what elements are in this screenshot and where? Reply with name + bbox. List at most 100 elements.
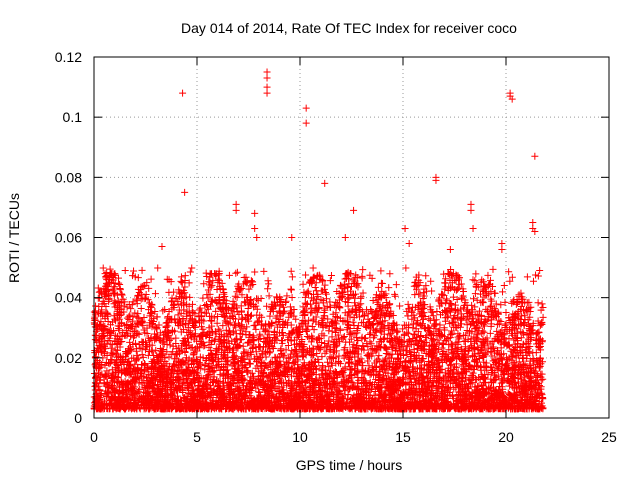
data-point bbox=[487, 302, 495, 310]
data-point bbox=[317, 287, 325, 295]
data-point bbox=[236, 336, 244, 344]
data-point bbox=[480, 328, 488, 336]
data-point bbox=[335, 296, 343, 304]
data-point bbox=[160, 340, 168, 348]
data-point bbox=[208, 296, 216, 304]
data-point bbox=[201, 309, 209, 317]
data-point bbox=[307, 309, 315, 317]
data-point bbox=[318, 353, 326, 361]
data-point bbox=[249, 332, 257, 340]
data-point bbox=[381, 355, 389, 363]
data-point bbox=[169, 363, 177, 371]
data-point bbox=[441, 279, 449, 287]
data-point bbox=[147, 334, 155, 342]
data-point bbox=[409, 363, 417, 371]
data-point bbox=[311, 283, 319, 291]
data-point bbox=[383, 345, 391, 353]
data-point bbox=[219, 297, 227, 305]
data-point bbox=[493, 321, 501, 329]
data-point bbox=[534, 329, 542, 337]
data-point bbox=[415, 393, 423, 401]
data-point bbox=[322, 288, 330, 296]
data-point bbox=[497, 355, 505, 363]
data-point bbox=[296, 341, 304, 349]
data-point bbox=[362, 334, 370, 342]
data-point bbox=[416, 358, 424, 366]
data-point bbox=[266, 312, 274, 320]
data-point bbox=[292, 315, 300, 323]
data-point bbox=[136, 385, 144, 393]
data-point bbox=[512, 354, 520, 362]
data-point bbox=[325, 327, 333, 335]
data-point bbox=[177, 277, 185, 285]
data-point bbox=[245, 285, 253, 293]
data-point bbox=[526, 349, 534, 357]
data-point bbox=[140, 313, 148, 321]
data-point bbox=[200, 342, 208, 350]
data-point bbox=[320, 332, 328, 340]
data-point bbox=[517, 302, 525, 310]
data-point bbox=[351, 302, 359, 310]
data-point bbox=[288, 372, 296, 380]
data-point bbox=[144, 296, 152, 304]
data-point bbox=[239, 314, 247, 322]
data-point bbox=[278, 337, 286, 345]
data-point bbox=[440, 324, 448, 332]
data-point bbox=[107, 383, 115, 391]
data-point bbox=[153, 313, 161, 321]
data-point bbox=[436, 311, 444, 319]
data-point bbox=[319, 276, 327, 284]
data-point bbox=[165, 353, 173, 361]
data-point bbox=[135, 340, 143, 348]
data-point bbox=[321, 281, 329, 289]
data-point bbox=[452, 286, 460, 294]
data-point bbox=[527, 365, 535, 373]
data-point bbox=[166, 341, 174, 349]
data-point bbox=[486, 329, 494, 337]
data-point bbox=[538, 300, 546, 308]
data-points bbox=[90, 68, 547, 413]
data-point bbox=[350, 321, 358, 329]
data-point bbox=[148, 348, 156, 356]
data-point bbox=[517, 289, 525, 297]
data-point bbox=[312, 279, 320, 287]
data-point bbox=[405, 347, 413, 355]
data-point bbox=[309, 317, 317, 325]
data-point bbox=[286, 353, 294, 361]
data-point bbox=[458, 362, 466, 370]
data-point bbox=[529, 349, 537, 357]
data-point bbox=[286, 309, 294, 317]
data-point bbox=[310, 326, 318, 334]
data-point bbox=[442, 275, 450, 283]
data-point bbox=[110, 283, 118, 291]
data-point bbox=[470, 295, 477, 303]
data-point bbox=[330, 369, 338, 377]
data-point bbox=[403, 363, 411, 371]
data-point bbox=[411, 330, 419, 338]
data-point bbox=[444, 270, 452, 278]
data-point bbox=[102, 272, 110, 280]
data-point bbox=[366, 330, 374, 338]
data-point bbox=[308, 323, 316, 331]
data-point bbox=[303, 326, 311, 334]
data-point bbox=[283, 292, 291, 300]
data-point bbox=[434, 336, 442, 344]
data-point bbox=[282, 346, 290, 354]
data-point bbox=[365, 318, 373, 326]
data-point bbox=[219, 322, 227, 330]
data-point bbox=[336, 303, 344, 311]
data-point bbox=[411, 291, 419, 299]
data-point bbox=[165, 362, 173, 370]
data-point bbox=[400, 321, 408, 329]
data-point bbox=[91, 379, 99, 387]
data-point bbox=[148, 346, 156, 354]
data-point bbox=[375, 352, 383, 360]
data-point bbox=[413, 345, 421, 353]
data-point bbox=[116, 280, 124, 288]
data-point bbox=[389, 320, 397, 328]
data-point bbox=[446, 320, 454, 328]
data-point bbox=[486, 303, 494, 311]
data-point bbox=[370, 334, 378, 342]
data-point bbox=[409, 324, 417, 332]
